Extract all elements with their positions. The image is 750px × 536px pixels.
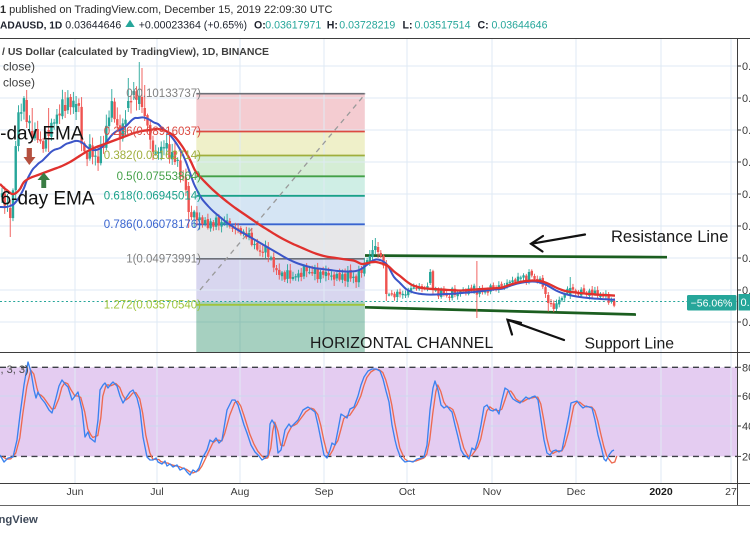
svg-text:L:: L:: [403, 20, 413, 32]
svg-text:0.03728219: 0.03728219: [339, 20, 395, 32]
svg-text:0.11: 0.11: [742, 61, 750, 73]
svg-text:80: 80: [742, 362, 750, 374]
svg-text:0.03: 0.03: [741, 297, 750, 309]
svg-text:HORIZONTAL CHANNEL: HORIZONTAL CHANNEL: [310, 335, 494, 352]
svg-text:1 published on TradingView.com: 1 published on TradingView.com, December…: [0, 4, 333, 16]
svg-text:2020: 2020: [649, 486, 673, 498]
svg-text:0.05: 0.05: [742, 253, 750, 265]
svg-text:Nov: Nov: [483, 486, 502, 498]
svg-text:40: 40: [742, 421, 750, 433]
svg-text:Sep: Sep: [315, 486, 334, 498]
svg-text:20: 20: [742, 451, 750, 463]
svg-text:27: 27: [725, 486, 737, 498]
svg-text:H:: H:: [327, 20, 338, 32]
svg-text:−56.06%: −56.06%: [691, 298, 733, 310]
svg-text:0.03617971: 0.03617971: [265, 20, 321, 32]
svg-text:1.272(0.03570540): 1.272(0.03570540): [104, 299, 201, 311]
svg-text:O:: O:: [254, 20, 266, 32]
svg-text:0(0.10133737): 0(0.10133737): [126, 88, 201, 100]
svg-text:Jun: Jun: [67, 486, 84, 498]
svg-text:close): close): [3, 60, 35, 74]
svg-text:+0.00023364 (+0.65%): +0.00023364 (+0.65%): [139, 20, 247, 32]
svg-text:0.03644646: 0.03644646: [492, 20, 548, 32]
svg-text:0.10: 0.10: [742, 93, 750, 105]
svg-text:0.03644646: 0.03644646: [65, 20, 121, 32]
svg-text:12-day EMA: 12-day EMA: [0, 124, 84, 145]
svg-text:0.618(0.06945014): 0.618(0.06945014): [104, 190, 201, 202]
svg-text:Resistance Line: Resistance Line: [611, 228, 728, 246]
svg-text:C:: C:: [478, 20, 489, 32]
svg-text:0.236(0.08916037): 0.236(0.08916037): [104, 126, 201, 138]
svg-text:/ US Dollar (calculated by Tra: / US Dollar (calculated by TradingView),…: [2, 46, 269, 58]
svg-text:Oct: Oct: [399, 486, 415, 498]
svg-text:Jul: Jul: [150, 486, 163, 498]
svg-text:60: 60: [742, 391, 750, 403]
svg-text:26-day EMA: 26-day EMA: [0, 189, 95, 210]
svg-text:0.04: 0.04: [742, 285, 750, 297]
svg-text:ADAUSD, 1D: ADAUSD, 1D: [0, 21, 62, 32]
svg-text:0.382(0.08162714): 0.382(0.08162714): [104, 150, 201, 162]
svg-text:0.03: 0.03: [742, 317, 750, 329]
svg-text:0.06: 0.06: [742, 221, 750, 233]
svg-text:Aug: Aug: [231, 486, 250, 498]
svg-text:1(0.04973991): 1(0.04973991): [126, 253, 201, 265]
svg-text:0.09: 0.09: [742, 125, 750, 137]
svg-text:0.5(0.07553864): 0.5(0.07553864): [117, 171, 202, 183]
svg-text:0.786(0.06078176): 0.786(0.06078176): [104, 219, 201, 231]
svg-text:Support Line: Support Line: [585, 336, 675, 353]
svg-text:0.07: 0.07: [742, 189, 750, 201]
svg-text:close): close): [3, 76, 35, 90]
svg-text:Dec: Dec: [567, 486, 586, 498]
svg-text:, 3, 3): , 3, 3): [1, 364, 29, 376]
svg-text:ngView: ngView: [0, 514, 38, 526]
svg-text:0.08: 0.08: [742, 157, 750, 169]
svg-text:0.03517514: 0.03517514: [415, 20, 471, 32]
